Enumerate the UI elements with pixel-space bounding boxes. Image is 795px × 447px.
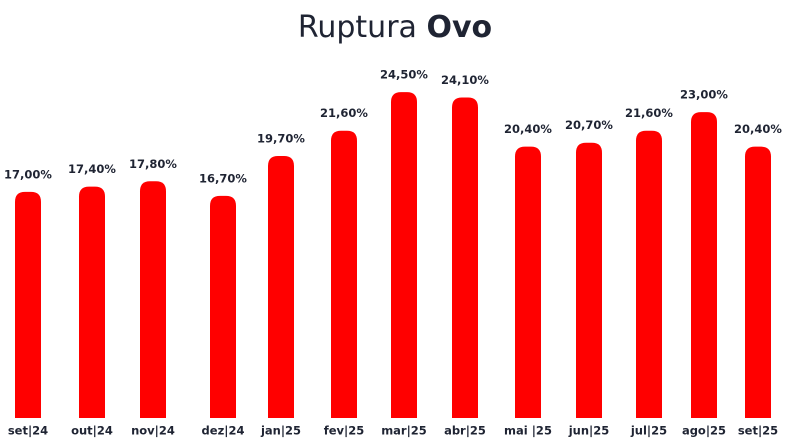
x-tick-label: nov|24: [131, 424, 175, 438]
bar: [268, 155, 294, 419]
bar: [745, 146, 771, 418]
bar: [15, 191, 41, 418]
x-tick-label: fev|25: [324, 424, 365, 438]
data-label: 20,40%: [734, 122, 782, 136]
title-part: Ovo: [426, 10, 492, 45]
data-label: 24,50%: [380, 68, 428, 82]
data-label: 23,00%: [680, 88, 728, 102]
x-tick-label: mar|25: [381, 424, 427, 438]
x-tick-label: set|25: [738, 424, 778, 438]
data-label: 19,70%: [257, 131, 305, 145]
bar: [79, 186, 105, 418]
x-tick-label: dez|24: [202, 424, 245, 438]
x-tick-label: mai |25: [504, 424, 552, 438]
title-part: Ruptura: [298, 10, 417, 45]
data-label: 16,70%: [199, 171, 247, 185]
bar: [515, 146, 541, 418]
data-label: 24,10%: [441, 73, 489, 87]
bar: [391, 92, 417, 419]
bar: [210, 195, 236, 418]
data-label: 20,40%: [504, 122, 552, 136]
data-label: 17,80%: [129, 157, 177, 171]
data-label: 17,40%: [68, 162, 116, 176]
x-tick-label: out|24: [71, 424, 113, 438]
x-tick-label: jan|25: [260, 424, 301, 438]
bar: [140, 181, 166, 418]
x-tick-label: abr|25: [444, 424, 486, 438]
x-tick-label: jun|25: [568, 424, 610, 438]
bar: [636, 130, 662, 418]
bar: [331, 130, 357, 418]
bar: [452, 97, 478, 418]
x-tick-label: ago|25: [682, 424, 726, 438]
data-label: 20,70%: [565, 118, 613, 132]
chart-title: Ruptura Ovo: [298, 10, 492, 45]
data-label: 21,60%: [320, 106, 368, 120]
x-tick-label: set|24: [8, 424, 48, 438]
data-label: 17,00%: [4, 167, 52, 181]
data-label: 21,60%: [625, 106, 673, 120]
x-tick-label: jul|25: [630, 424, 667, 438]
bar: [691, 112, 717, 418]
bar: [576, 142, 602, 418]
